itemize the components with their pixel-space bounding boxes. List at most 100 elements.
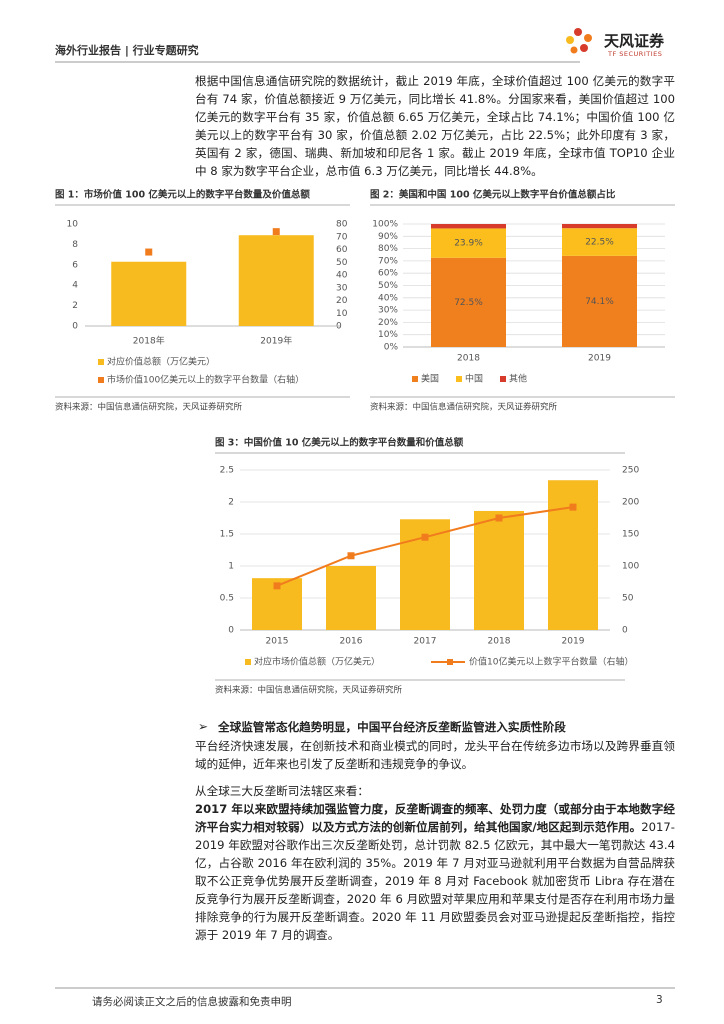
bar xyxy=(431,257,506,347)
legend-swatch xyxy=(447,659,453,665)
x-tick-label: 2017 xyxy=(414,637,437,647)
value-label: 72.5% xyxy=(454,298,483,308)
footer-disclaimer: 请务必阅读正文之后的信息披露和免责申明 xyxy=(92,996,292,1008)
bar xyxy=(431,228,506,258)
x-tick-label: 2019 xyxy=(588,354,611,364)
bar xyxy=(431,224,506,229)
paragraph: 2017 年以来欧盟持续加强监管力度，反垄断调查的频率、处罚力度（或部分由于本地… xyxy=(195,800,675,944)
x-tick-label: 2018 xyxy=(488,637,511,647)
y2-tick-label: 0 xyxy=(622,626,628,636)
paragraph: 从全球三大反垄断司法辖区来看： xyxy=(195,784,369,798)
marker xyxy=(272,228,280,236)
x-tick-label: 2019年 xyxy=(260,335,292,347)
figure-source: 资料来源：中国信息通信研究院，天风证券研究所 xyxy=(370,402,558,413)
legend-swatch xyxy=(98,377,104,383)
legend-label: 价值10亿美元以上数字平台数量（右轴） xyxy=(469,656,633,668)
value-label: 74.1% xyxy=(585,297,614,307)
marker xyxy=(145,248,153,256)
paragraph-text: 2017-2019 年欧盟对谷歌作出三次反垄断处罚，总计罚款 82.5 亿欧元，… xyxy=(195,820,675,942)
page-number: 3 xyxy=(656,994,663,1006)
y-tick-label: 2 xyxy=(72,301,78,311)
y-tick-label: 8 xyxy=(72,240,78,250)
y-tick-label: 0 xyxy=(72,322,78,332)
legend-swatch xyxy=(412,376,418,382)
y-tick-label: 0% xyxy=(384,343,399,353)
y-tick-label: 10 xyxy=(67,220,79,230)
figure-source: 资料来源：中国信息通信研究院，天风证券研究所 xyxy=(215,685,403,696)
y2-tick-label: 40 xyxy=(336,271,348,281)
y-tick-label: 100% xyxy=(372,220,398,230)
bar xyxy=(326,566,376,630)
legend-swatch xyxy=(500,376,506,382)
y2-tick-label: 50 xyxy=(336,258,348,268)
paragraph-bold: 2017 年以来欧盟持续加强监管力度，反垄断调查的频率、处罚力度（或部分由于本地… xyxy=(195,802,675,834)
y-tick-label: 1.5 xyxy=(220,530,234,540)
value-label: 23.9% xyxy=(454,239,483,249)
legend-swatch xyxy=(98,359,104,365)
line-marker xyxy=(273,582,281,590)
y2-tick-label: 10 xyxy=(336,309,348,319)
figure-title: 图 1：市场价值 100 亿美元以上的数字平台数量及价值总额 xyxy=(55,189,310,201)
bar xyxy=(548,480,598,630)
legend-swatch xyxy=(245,659,251,665)
legend-label: 其他 xyxy=(509,373,527,385)
legend-swatch xyxy=(456,376,462,382)
y-tick-label: 90% xyxy=(378,232,398,242)
figure-title: 图 2：美国和中国 100 亿美元以上数字平台价值总额占比 xyxy=(370,189,616,201)
y2-tick-label: 150 xyxy=(622,530,639,540)
section-heading: 全球监管常态化趋势明显，中国平台经济反垄断监管进入实质性阶段 xyxy=(218,720,566,734)
line-marker xyxy=(569,503,577,511)
figure-source: 资料来源：中国信息通信研究院，天风证券研究所 xyxy=(55,402,243,413)
bar xyxy=(111,261,187,326)
legend-label: 美国 xyxy=(421,373,439,385)
x-tick-label: 2018 xyxy=(457,354,480,364)
line-marker xyxy=(495,514,503,522)
y-tick-label: 80% xyxy=(378,244,398,254)
logo-icon xyxy=(566,28,592,54)
x-tick-label: 2019 xyxy=(562,637,585,647)
y2-tick-label: 100 xyxy=(622,562,639,572)
legend-label: 中国 xyxy=(465,373,483,385)
legend-label: 对应价值总额（万亿美元） xyxy=(107,356,215,368)
legend-label: 对应市场价值总额（万亿美元） xyxy=(254,656,380,668)
y-tick-label: 40% xyxy=(378,293,398,303)
bar xyxy=(562,255,637,347)
y-tick-label: 0.5 xyxy=(220,594,234,604)
y2-tick-label: 200 xyxy=(622,498,639,508)
y2-tick-label: 50 xyxy=(622,594,634,604)
y-tick-label: 0 xyxy=(228,626,234,636)
logo-text: 天风证券 xyxy=(604,32,665,50)
y-tick-label: 1 xyxy=(228,562,234,572)
bar xyxy=(238,235,314,326)
line-marker xyxy=(347,552,355,560)
y-tick-label: 50% xyxy=(378,281,398,291)
figure-title: 图 3：中国价值 10 亿美元以上的数字平台数量和价值总额 xyxy=(215,437,464,449)
x-tick-label: 2018年 xyxy=(133,335,165,347)
y-tick-label: 6 xyxy=(72,260,78,270)
legend-label: 市场价值100亿美元以上的数字平台数量（右轴） xyxy=(107,374,304,386)
y2-tick-label: 70 xyxy=(336,232,348,242)
y-tick-label: 10% xyxy=(378,330,398,340)
header-title: 海外行业报告 | 行业专题研究 xyxy=(55,44,199,57)
y-tick-label: 20% xyxy=(378,318,398,328)
bullet-arrow: ➢ xyxy=(198,720,208,734)
y2-tick-label: 250 xyxy=(622,466,639,476)
y2-tick-label: 30 xyxy=(336,283,348,293)
y2-tick-label: 60 xyxy=(336,245,348,255)
y2-tick-label: 20 xyxy=(336,296,348,306)
bar xyxy=(562,224,637,229)
y-tick-label: 2 xyxy=(228,498,234,508)
y-tick-label: 60% xyxy=(378,269,398,279)
x-tick-label: 2016 xyxy=(340,637,363,647)
paragraph: 平台经济快速发展，在创新技术和商业模式的同时，龙头平台在传统多边市场以及跨界垂直… xyxy=(195,739,675,771)
value-label: 22.5% xyxy=(585,238,614,248)
y-tick-label: 4 xyxy=(72,281,78,291)
y2-tick-label: 80 xyxy=(336,220,348,230)
x-tick-label: 2015 xyxy=(266,637,289,647)
line-marker xyxy=(421,533,429,541)
bar xyxy=(562,228,637,256)
intro-paragraph: 根据中国信息通信研究院的数据统计，截止 2019 年底，全球价值超过 100 亿… xyxy=(195,74,675,178)
logo-subtext: TF SECURITIES xyxy=(608,50,663,58)
